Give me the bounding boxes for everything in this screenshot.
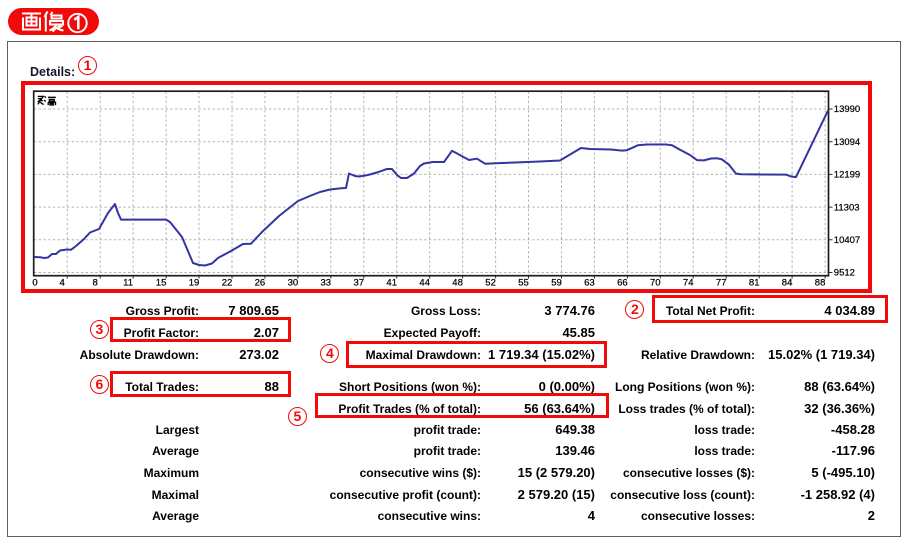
svg-text:30: 30 [288, 278, 299, 289]
svg-text:9512: 9512 [834, 268, 855, 279]
svg-text:59: 59 [551, 278, 562, 289]
svg-text:33: 33 [321, 278, 332, 289]
svg-text:52: 52 [485, 278, 496, 289]
svg-text:84: 84 [782, 278, 793, 289]
svg-text:48: 48 [452, 278, 463, 289]
svg-text:74: 74 [683, 278, 694, 289]
svg-text:22: 22 [222, 278, 233, 289]
svg-text:66: 66 [617, 278, 628, 289]
svg-text:88: 88 [815, 278, 826, 289]
svg-text:15: 15 [156, 278, 167, 289]
svg-text:44: 44 [419, 278, 430, 289]
svg-text:13094: 13094 [834, 137, 860, 148]
svg-text:55: 55 [518, 278, 529, 289]
svg-text:8: 8 [93, 278, 98, 289]
svg-text:77: 77 [716, 278, 727, 289]
svg-text:37: 37 [354, 278, 365, 289]
svg-text:70: 70 [650, 278, 661, 289]
svg-text:4: 4 [60, 278, 65, 289]
svg-text:12199: 12199 [834, 170, 860, 181]
svg-text:19: 19 [189, 278, 200, 289]
svg-text:26: 26 [255, 278, 266, 289]
svg-text:63: 63 [584, 278, 595, 289]
svg-text:10407: 10407 [834, 235, 860, 246]
svg-text:41: 41 [386, 278, 397, 289]
svg-text:13990: 13990 [834, 104, 860, 115]
svg-text:11: 11 [123, 278, 133, 289]
svg-text:0: 0 [32, 278, 37, 289]
svg-text:11303: 11303 [834, 202, 860, 213]
svg-text:81: 81 [749, 278, 760, 289]
